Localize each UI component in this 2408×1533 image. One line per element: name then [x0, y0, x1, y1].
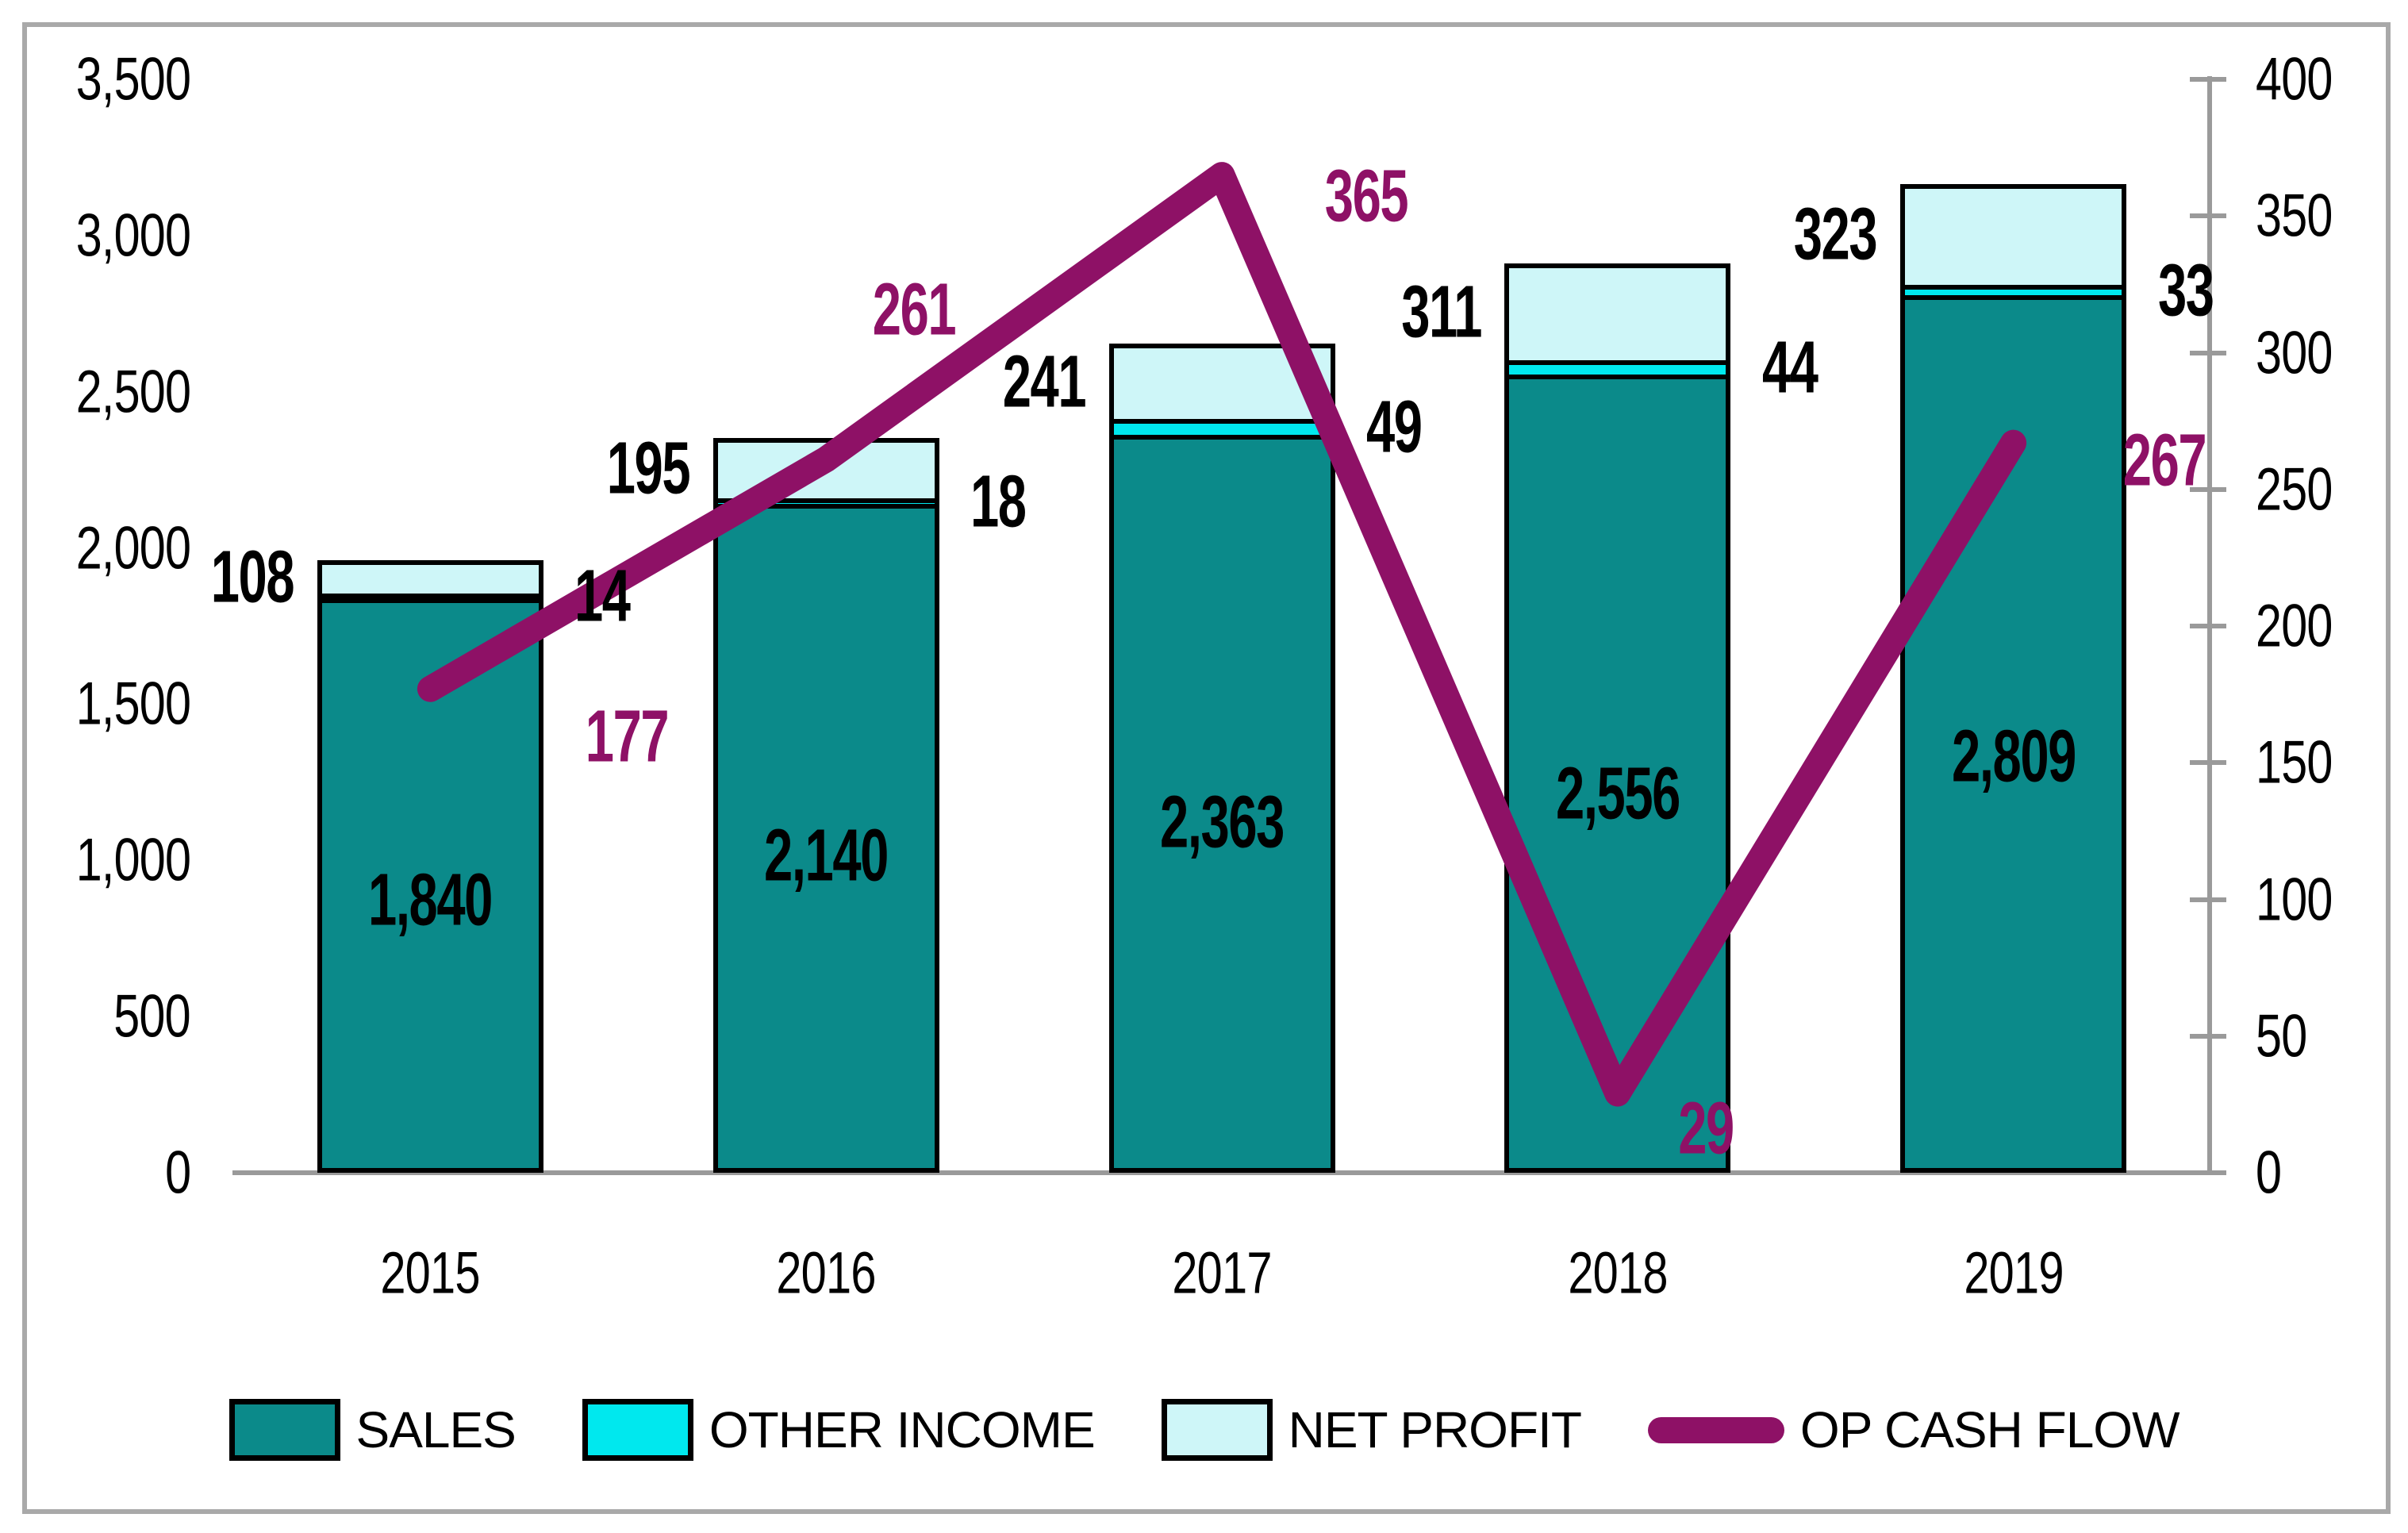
legend-color-swatch — [229, 1399, 340, 1461]
other-income-value-label-2016: 18 — [970, 459, 1027, 543]
right-axis-tick — [2190, 486, 2226, 492]
op-cash-flow-value-label-2015: 177 — [586, 694, 670, 778]
legend-item-sales: SALES — [229, 1399, 517, 1461]
right-axis-tick-label: 100 — [2256, 866, 2333, 933]
x-axis-category-label: 2015 — [380, 1239, 481, 1306]
left-axis-tick-label: 500 — [113, 982, 190, 1051]
x-axis-category-label: 2019 — [1963, 1239, 2064, 1306]
net-profit-value-label-2019: 323 — [1794, 192, 1878, 275]
op-cash-flow-value-label-2019: 267 — [2122, 418, 2206, 501]
op-cash-flow-value-label-2018: 29 — [1677, 1086, 1734, 1170]
right-axis-tick — [2190, 350, 2226, 355]
net-profit-value-label-2018: 311 — [1400, 270, 1482, 353]
left-axis-tick-label: 2,000 — [75, 514, 191, 582]
legend-label: OTHER INCOME — [709, 1401, 1096, 1458]
legend-label: NET PROFIT — [1288, 1401, 1582, 1458]
left-axis-tick-label: 0 — [164, 1139, 191, 1207]
net-profit-value-label-2016: 195 — [606, 426, 691, 509]
other-income-value-label-2019: 33 — [2157, 248, 2214, 332]
x-axis-category-label: 2016 — [776, 1239, 877, 1306]
sales-value-label-2017: 2,363 — [1160, 780, 1285, 863]
op-cash-flow-value-label-2017: 365 — [1324, 154, 1409, 237]
right-axis-tick-label: 300 — [2256, 319, 2333, 386]
sales-value-label-2016: 2,140 — [764, 813, 889, 897]
right-axis-tick-label: 350 — [2256, 182, 2333, 250]
right-axis-tick-label: 200 — [2256, 592, 2333, 660]
other-income-value-label-2018: 44 — [1761, 325, 1818, 409]
left-axis-tick-label: 1,000 — [75, 826, 191, 894]
other-income-value-label-2015: 14 — [574, 554, 631, 637]
sales-value-label-2019: 2,809 — [1951, 714, 2076, 797]
op-cash-flow-polyline — [417, 162, 2027, 1107]
net-profit-value-label-2015: 108 — [210, 535, 295, 618]
bar-segment-net-profit-2018 — [1504, 263, 1731, 366]
legend-label: SALES — [355, 1401, 517, 1458]
left-axis-tick-label: 1,500 — [75, 670, 191, 738]
bar-segment-net-profit-2019 — [1900, 183, 2127, 290]
bar-segment-sales-2017 — [1108, 434, 1335, 1173]
net-profit-value-label-2017: 241 — [1002, 340, 1087, 423]
other-income-value-label-2017: 49 — [1366, 385, 1423, 468]
right-axis-tick — [2190, 624, 2226, 628]
right-axis-tick-label: 250 — [2256, 455, 2333, 524]
right-axis-tick-label: 0 — [2256, 1139, 2282, 1207]
legend-item-other-income: OTHER INCOME — [582, 1399, 1096, 1461]
chart-border-frame — [22, 22, 2391, 1514]
right-axis-tick-label: 50 — [2256, 1002, 2307, 1070]
right-axis-tick-label: 400 — [2256, 45, 2333, 113]
bar-segment-sales-2016 — [712, 504, 939, 1173]
bar-segment-sales-2018 — [1504, 374, 1731, 1173]
sales-value-label-2015: 1,840 — [368, 858, 493, 941]
right-axis-tick — [2190, 897, 2226, 902]
right-axis-tick — [2190, 77, 2226, 82]
left-axis-tick-label: 3,000 — [75, 202, 191, 270]
left-axis-tick-label: 2,500 — [75, 358, 191, 426]
left-axis-tick-label: 3,500 — [75, 45, 191, 113]
legend-color-swatch — [1161, 1399, 1273, 1461]
right-axis-tick — [2190, 1033, 2226, 1039]
legend-color-swatch — [582, 1399, 693, 1461]
legend-item-net-profit: NET PROFIT — [1161, 1399, 1582, 1461]
legend: SALES OTHER INCOME NET PROFIT OP CASH FLOW — [0, 1382, 2408, 1477]
legend-label: OP CASH FLOW — [1799, 1401, 2180, 1458]
right-axis-tick-label: 150 — [2256, 728, 2333, 797]
right-axis-tick — [2190, 213, 2226, 219]
sales-value-label-2018: 2,556 — [1555, 751, 1680, 835]
legend-item-op-cash-flow: OP CASH FLOW — [1647, 1400, 2180, 1459]
op-cash-flow-value-label-2016: 261 — [872, 267, 957, 351]
right-axis-tick — [2190, 760, 2226, 766]
x-axis-category-label: 2017 — [1172, 1239, 1272, 1306]
legend-line-swatch — [1647, 1416, 1784, 1443]
x-axis-line — [232, 1170, 2216, 1175]
x-axis-category-label: 2018 — [1568, 1239, 1668, 1306]
